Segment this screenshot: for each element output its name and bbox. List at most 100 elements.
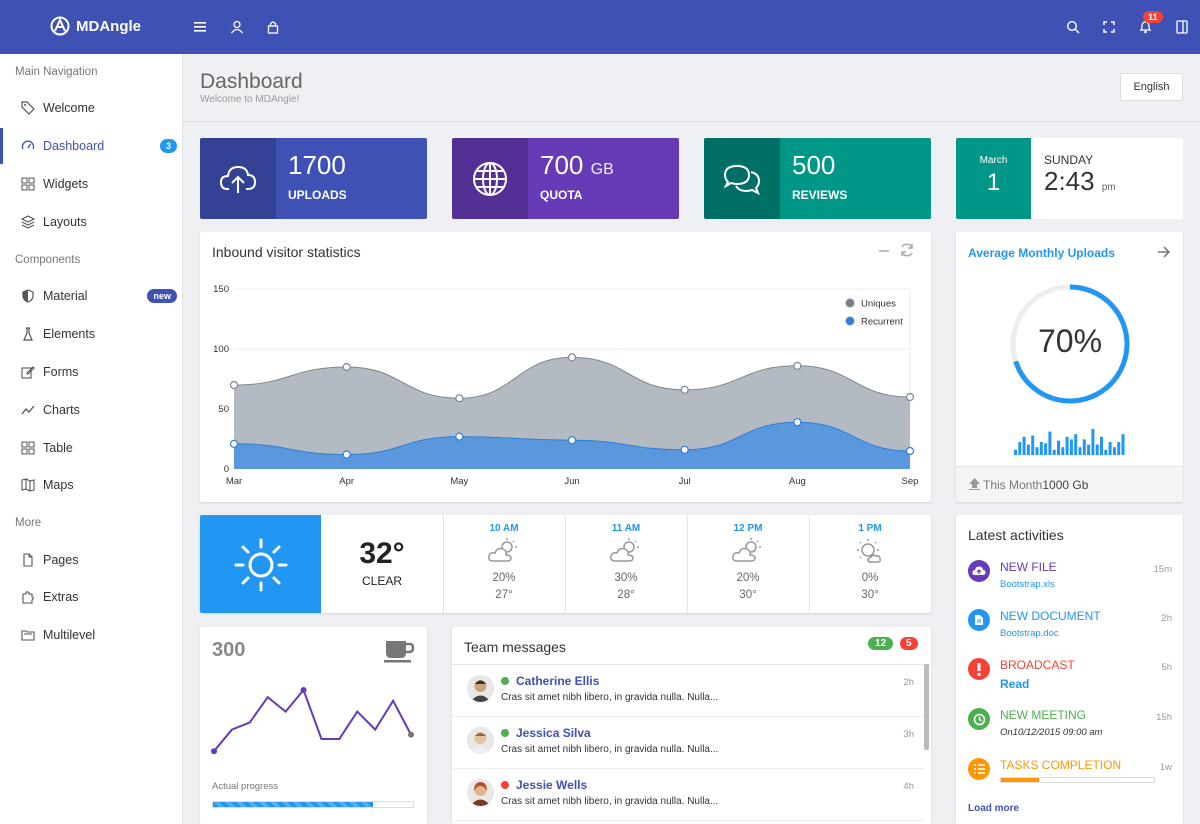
avatar [467,727,494,754]
dashboard-badge: 3 [159,139,177,153]
sidebar-item-label: Dashboard [43,139,105,153]
date-day: 1 [986,169,1001,196]
uploads-label: UPLOADS [288,188,347,202]
sidebar-item-label: Elements [43,327,96,341]
minimize-icon[interactable] [877,244,891,258]
footer-prefix: This Month [983,478,1043,492]
y-tick-label: 150 [213,284,229,295]
tag-icon [21,101,35,115]
x-tick-label: Sep [902,476,919,487]
brand[interactable]: MDAngle [50,16,141,36]
data-point [567,436,577,445]
sidebar-item-elements[interactable]: Elements [0,316,183,352]
messages-scrollbar[interactable] [924,664,929,750]
sidebar-item-multilevel[interactable]: Multilevel [0,617,183,653]
layers-icon [21,215,35,229]
weather-card: 32° CLEAR 10 AM 20% 27° 11 AM 30% 28° 12… [200,515,931,613]
message-item[interactable]: Jessica Silva Cras sit amet nibh libero,… [452,717,924,769]
tasks-progress [1000,777,1155,783]
sidebar-item-welcome[interactable]: Welcome [0,90,183,126]
data-point [905,392,915,402]
fullscreen-icon[interactable] [1099,17,1119,37]
x-tick-label: Mar [226,476,242,487]
progress-card: 300 Actual progress [200,627,427,824]
forecast-temp: 28° [617,589,635,601]
sidebar-item-charts[interactable]: Charts [0,392,183,428]
load-more-link[interactable]: Load more [968,803,1020,814]
status-dot [501,677,509,685]
alert-icon [968,658,990,680]
sun-block [200,515,321,613]
lock-icon[interactable] [263,17,283,37]
activity-new-meeting[interactable]: NEW MEETING On10/12/2015 09:00 am 15h [956,708,1182,758]
list-icon [968,758,990,780]
sidebar-item-widgets[interactable]: Widgets [0,166,183,202]
legend-swatch [845,298,855,308]
message-text: Cras sit amet nibh libero, in gravida nu… [501,796,719,807]
upload-bar [1069,439,1073,455]
sidebar-item-extras[interactable]: Extras [0,579,183,615]
forecast-time: 10 AM [489,523,519,534]
language-button[interactable]: English [1120,73,1183,101]
sun-icon [234,538,288,592]
sidebar-item-material[interactable]: Material new [0,278,183,314]
upload-bar [1087,444,1091,455]
sidebar-toggle-icon[interactable] [1172,17,1192,37]
series-area-recurrent [234,422,910,469]
sidebar-item-label: Charts [43,403,80,417]
upload-bar [1121,434,1125,455]
time-value: 2:43 [1044,166,1095,196]
x-tick-label: Jun [564,476,579,487]
search-icon[interactable] [1063,17,1083,37]
message-item[interactable]: Catherine Ellis Cras sit amet nibh liber… [452,665,924,717]
stat-card-quota: 700 GB QUOTA [452,138,679,219]
data-point [229,380,239,390]
sidebar-item-maps[interactable]: Maps [0,467,183,503]
upload-bar [1039,442,1043,455]
activity-broadcast[interactable]: BROADCAST Read 5h [956,658,1182,708]
activity-title: NEW MEETING [1000,708,1086,722]
x-tick-label: Aug [789,476,806,487]
sidebar-item-pages[interactable]: Pages [0,542,183,578]
message-sender: Jessica Silva [516,726,591,740]
puzzle-icon [22,591,34,604]
sidebar-item-table[interactable]: Table [0,430,183,466]
refresh-icon[interactable] [899,242,915,258]
cloud-upload-icon [200,138,276,219]
user-icon[interactable] [227,17,247,37]
avatar [467,779,494,806]
sidebar-item-layouts[interactable]: Layouts [0,204,183,240]
team-messages-card: Team messages 12 5 Catherine Ellis Cras … [452,627,931,824]
visitor-stats-card: Inbound visitor statistics 0 50 100 150 Mar A… [200,232,931,502]
message-item[interactable]: Jessie Wells Cras sit amet nibh libero, … [452,769,924,821]
activity-new-document[interactable]: NEW DOCUMENT Bootstrap.doc 2h [956,609,1182,659]
activity-title: BROADCAST [1000,658,1075,672]
sidebar-item-dashboard[interactable]: Dashboard 3 [0,128,183,164]
current-condition: CLEAR [361,574,402,588]
activity-tasks[interactable]: TASKS COMPLETION 1w [956,758,1182,808]
forecast-time: 11 AM [611,523,641,534]
sidebar-item-forms[interactable]: Forms [0,354,183,390]
upload-bar [1112,447,1116,455]
globe-icon [452,138,528,219]
sparkline-point [211,748,217,755]
activity-new-file[interactable]: NEW FILE Bootstrap.xls 15m [956,560,1182,610]
sidebar-item-label: Welcome [43,101,95,115]
reviews-value: 500 [792,150,836,180]
sidebar-item-label: Layouts [43,215,87,229]
logo-icon [50,16,70,36]
table-icon [21,441,35,455]
sidebar-item-label: Pages [43,553,79,567]
arrow-right-icon[interactable] [1157,246,1171,258]
activity-read-link[interactable]: Read [1000,677,1030,691]
sparkline-point [408,731,414,738]
menu-icon[interactable] [191,17,211,37]
legend-label: Uniques [861,299,896,310]
chart-line-icon [21,405,35,415]
message-sender: Catherine Ellis [516,674,600,688]
forecast-precip: 30% [614,572,638,584]
flask-icon [23,327,33,341]
activities-title: Latest activities [968,527,1064,543]
quota-label: QUOTA [540,188,583,202]
new-badge: new [147,289,177,303]
